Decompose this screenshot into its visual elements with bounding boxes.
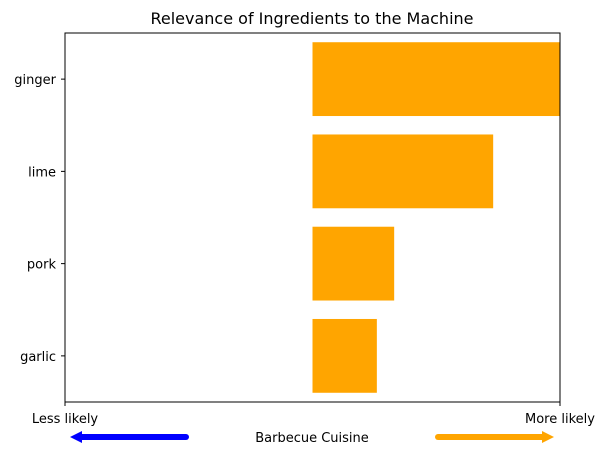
y-axis-ticks: ginger lime pork garlic (14, 73, 65, 365)
bar-ginger (312, 42, 560, 117)
x-tick-label-less-likely: Less likely (32, 412, 99, 427)
y-tick-label-garlic: garlic (20, 350, 56, 365)
x-tick-label-more-likely: More likely (525, 412, 595, 427)
bar-pork (312, 226, 395, 301)
chart-title: Relevance of Ingredients to the Machine (150, 9, 473, 28)
bars-layer (312, 42, 560, 393)
bar-lime (312, 134, 494, 209)
y-tick-label-ginger: ginger (14, 73, 56, 88)
bar-garlic (312, 318, 377, 393)
less-likely-arrow-icon (70, 431, 189, 443)
x-axis-label: Barbecue Cuisine (255, 431, 369, 446)
more-likely-arrow-icon (435, 431, 554, 443)
plot-area-frame (64, 32, 561, 403)
y-tick-label-pork: pork (27, 258, 57, 273)
y-tick-label-lime: lime (28, 165, 56, 180)
